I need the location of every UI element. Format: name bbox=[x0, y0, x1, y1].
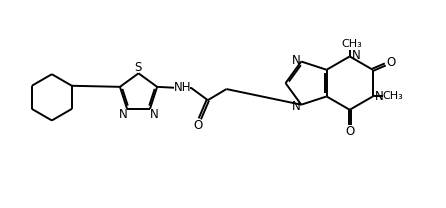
Text: O: O bbox=[345, 125, 354, 138]
Text: N: N bbox=[375, 90, 384, 103]
Text: CH₃: CH₃ bbox=[382, 92, 403, 102]
Text: N: N bbox=[292, 54, 300, 67]
Text: CH₃: CH₃ bbox=[342, 39, 362, 49]
Text: S: S bbox=[134, 61, 141, 74]
Text: N: N bbox=[352, 49, 361, 62]
Text: N: N bbox=[150, 108, 158, 121]
Text: NH: NH bbox=[174, 81, 191, 94]
Text: O: O bbox=[193, 119, 202, 132]
Text: O: O bbox=[386, 56, 396, 69]
Text: N: N bbox=[292, 99, 300, 113]
Text: N: N bbox=[119, 108, 128, 121]
